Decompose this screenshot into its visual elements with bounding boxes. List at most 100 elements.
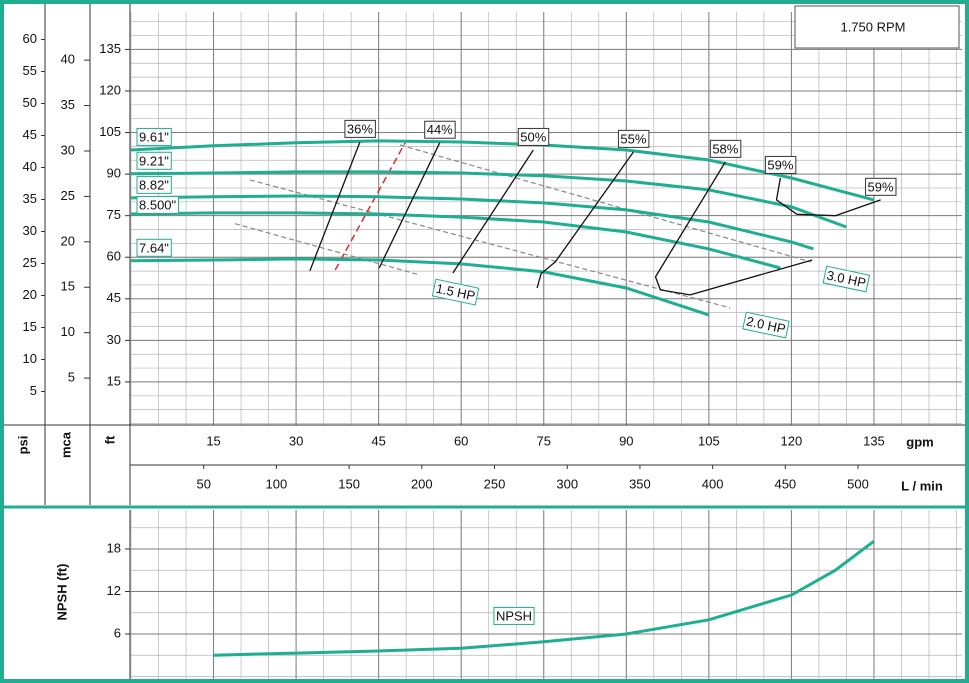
psi-tick-label: 35 <box>23 191 37 206</box>
ft-tick-label: 120 <box>99 82 121 97</box>
lmin-tick-label: 500 <box>847 476 869 491</box>
efficiency-label: 55% <box>620 131 646 146</box>
y-axis-label: ft <box>102 435 117 444</box>
pump-curve <box>130 194 814 251</box>
efficiency-label: 59% <box>868 179 894 194</box>
npsh-axis-label: NPSH (ft) <box>54 563 69 620</box>
psi-tick-label: 40 <box>23 159 37 174</box>
ft-tick-label: 90 <box>107 166 121 181</box>
pump-curve <box>130 257 710 317</box>
label-box: 9.21" <box>136 151 172 170</box>
label-box: 1.5 HP <box>431 278 480 306</box>
mca-tick-label: 20 <box>61 233 75 248</box>
gpm-tick-label: 60 <box>454 433 468 448</box>
legend-label: 9.21" <box>139 153 169 168</box>
mca-tick-label: 35 <box>61 97 75 112</box>
label-box: 50% <box>517 127 550 146</box>
label-frame <box>344 119 376 138</box>
pump-curve <box>130 211 781 270</box>
gpm-tick-label: 45 <box>371 433 385 448</box>
gpm-tick-label: 15 <box>206 433 220 448</box>
gpm-tick-label: 90 <box>619 433 633 448</box>
efficiency-label: 44% <box>427 122 453 137</box>
gpm-tick-label: 105 <box>698 433 720 448</box>
x-axis-label: gpm <box>906 434 933 449</box>
gpm-tick-label: 120 <box>781 433 803 448</box>
ft-tick-label: 45 <box>107 290 121 305</box>
label-frame <box>424 120 456 139</box>
npsh-label: NPSH <box>496 608 532 623</box>
psi-tick-label: 50 <box>23 95 37 110</box>
lmin-tick-label: 50 <box>196 476 210 491</box>
label-box: 59% <box>865 177 897 196</box>
psi-tick-label: 20 <box>23 287 37 302</box>
frames <box>4 4 965 679</box>
efficiency-line <box>654 161 813 296</box>
y2-axis-label: psi <box>15 436 30 455</box>
label-frame <box>136 151 172 170</box>
label-frame <box>822 265 871 293</box>
psi-tick-label: 30 <box>23 223 37 238</box>
npsh-curve <box>213 540 875 657</box>
legend-label: 7.64" <box>139 240 169 255</box>
power-line <box>249 179 731 309</box>
efficiency-label: 59% <box>767 157 793 172</box>
label-frame <box>431 278 480 306</box>
mca-tick-label: 10 <box>61 324 75 339</box>
npsh-tick-label: 18 <box>107 540 121 555</box>
label-box: 9.61" <box>136 127 172 146</box>
lmin-tick-label: 450 <box>774 476 796 491</box>
label-box: 55% <box>617 129 650 148</box>
psi-tick-label: 60 <box>23 31 37 46</box>
label-frame <box>617 129 650 148</box>
title-box <box>794 5 960 49</box>
label-frame <box>136 175 172 194</box>
lmin-tick-label: 350 <box>629 476 651 491</box>
ft-tick-label: 75 <box>107 207 121 222</box>
efficiency-line <box>796 199 881 217</box>
efficiency-line <box>309 141 361 272</box>
psi-tick-label: 25 <box>23 255 37 270</box>
npsh-tick-label: 12 <box>107 583 121 598</box>
label-box: NPSH <box>493 606 535 625</box>
chart-title: 1.750 RPM <box>840 19 905 34</box>
y3-axis-label: mca <box>58 431 73 458</box>
pump-curve <box>130 139 875 202</box>
lmin-tick-label: 150 <box>338 476 360 491</box>
lmin-tick-label: 250 <box>484 476 506 491</box>
mca-tick-label: 15 <box>61 279 75 294</box>
lmin-tick-label: 200 <box>411 476 433 491</box>
label-frame <box>136 195 180 214</box>
psi-tick-label: 45 <box>23 127 37 142</box>
label-box: 58% <box>709 139 742 158</box>
psi-tick-label: 5 <box>30 383 37 398</box>
legend-label: 8.500" <box>139 197 177 212</box>
mca-tick-label: 25 <box>61 188 75 203</box>
efficiency-label: 50% <box>520 129 546 144</box>
lmin-tick-label: 100 <box>266 476 288 491</box>
ft-tick-label: 135 <box>99 41 121 56</box>
efficiency-line <box>378 142 441 269</box>
efficiency-line <box>775 177 798 215</box>
gpm-tick-label: 135 <box>863 433 885 448</box>
label-box: 7.64" <box>136 238 172 257</box>
label-frame <box>493 606 535 625</box>
npsh-tick-label: 6 <box>114 625 121 640</box>
label-box: 36% <box>344 119 376 138</box>
gpm-tick-label: 75 <box>537 433 551 448</box>
ft-tick-label: 105 <box>99 124 121 139</box>
label-frame <box>764 155 797 174</box>
label-box: 8.82" <box>136 175 172 194</box>
gpm-tick-label: 30 <box>289 433 303 448</box>
psi-tick-label: 55 <box>23 63 37 78</box>
label-box: 8.500" <box>136 195 180 214</box>
mca-tick-label: 30 <box>61 142 75 157</box>
label-box: 2.0 HP <box>742 311 790 339</box>
efficiency-label: 36% <box>347 121 373 136</box>
efficiency-line <box>536 151 635 289</box>
ft-tick-label: 30 <box>107 332 121 347</box>
label-box: 59% <box>764 155 797 174</box>
legend-label: 9.61" <box>139 129 169 144</box>
